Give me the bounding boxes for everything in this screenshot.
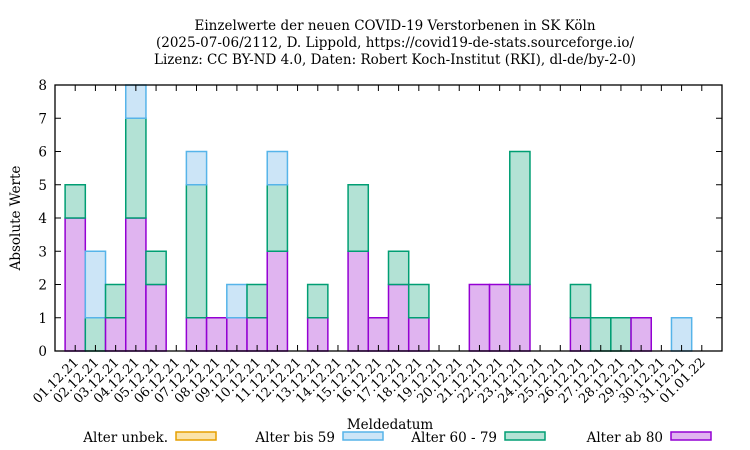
title-line-2: (2025-07-06/2112, D. Lippold, https://co… — [156, 35, 634, 51]
y-tick-label: 2 — [38, 278, 47, 294]
legend: Alter unbek. Alter bis 59 Alter 60 - 79 Alt… — [82, 430, 712, 446]
legend-swatch — [175, 431, 217, 441]
bar-21.12.21-Alter-ab-80 — [468, 283, 491, 352]
axes: 01234567801.12.2102.12.2103.12.2104.12.2… — [30, 78, 723, 407]
bar-04.12.21-Alter-ab-80 — [124, 217, 147, 352]
bar-05.12.21-Alter-60---79 — [145, 250, 167, 286]
y-tick-label: 0 — [38, 344, 47, 360]
legend-swatch — [670, 431, 712, 441]
legend-swatch — [504, 431, 546, 441]
bar-15.12.21-Alter-ab-80 — [347, 250, 370, 352]
y-tick-label: 3 — [38, 244, 47, 260]
bar-03.12.21-Alter-60---79 — [104, 283, 127, 319]
legend-label: Alter unbek. — [82, 430, 168, 446]
bar-10.12.21-Alter-60---79 — [246, 283, 268, 319]
bar-11.12.21-Alter-ab-80 — [266, 250, 289, 352]
bar-09.12.21-Alter-bis-59 — [226, 283, 248, 319]
bar-01.12.21-Alter-ab-80 — [64, 217, 87, 352]
bar-22.12.21-Alter-ab-80 — [488, 283, 511, 352]
legend-label: Alter bis 59 — [254, 430, 335, 446]
bar-18.12.21-Alter-60---79 — [407, 283, 430, 319]
bar-02.12.21-Alter-bis-59 — [84, 250, 107, 319]
bar-01.12.21-Alter-60---79 — [64, 184, 87, 219]
bar-17.12.21-Alter-60---79 — [387, 250, 410, 286]
y-tick-label: 6 — [38, 145, 47, 161]
bar-23.12.21-Alter-60---79 — [509, 150, 531, 286]
y-axis-label: Absolute Werte — [8, 166, 24, 272]
y-tick-label: 4 — [38, 211, 47, 227]
y-tick-label: 8 — [38, 78, 47, 94]
bar-17.12.21-Alter-ab-80 — [387, 283, 410, 352]
bar-04.12.21-Alter-60---79 — [124, 117, 147, 219]
y-tick-label: 7 — [38, 111, 47, 127]
y-tick-label: 5 — [38, 178, 47, 194]
bar-05.12.21-Alter-ab-80 — [145, 283, 167, 352]
legend-label: Alter 60 - 79 — [410, 430, 497, 446]
y-tick-label: 1 — [38, 311, 47, 327]
bar-07.12.21-Alter-bis-59 — [185, 150, 208, 186]
bar-13.12.21-Alter-60---79 — [306, 283, 329, 319]
title-line-3: Lizenz: CC BY-ND 4.0, Daten: Robert Koch… — [154, 52, 636, 68]
bar-26.12.21-Alter-60---79 — [569, 283, 592, 319]
bar-11.12.21-Alter-60---79 — [266, 184, 289, 252]
chart-title: Einzelwerte der neuen COVID-19 Verstorbe… — [154, 18, 636, 68]
bar-23.12.21-Alter-ab-80 — [509, 283, 531, 352]
title-line-1: Einzelwerte der neuen COVID-19 Verstorbe… — [194, 18, 595, 34]
legend-label: Alter ab 80 — [586, 430, 663, 446]
bars — [64, 84, 693, 352]
bar-07.12.21-Alter-60---79 — [185, 184, 208, 319]
x-axis-label: Meldedatum — [347, 417, 434, 433]
legend-swatch — [342, 431, 384, 441]
bar-11.12.21-Alter-bis-59 — [266, 150, 289, 186]
bar-15.12.21-Alter-60---79 — [347, 184, 370, 252]
